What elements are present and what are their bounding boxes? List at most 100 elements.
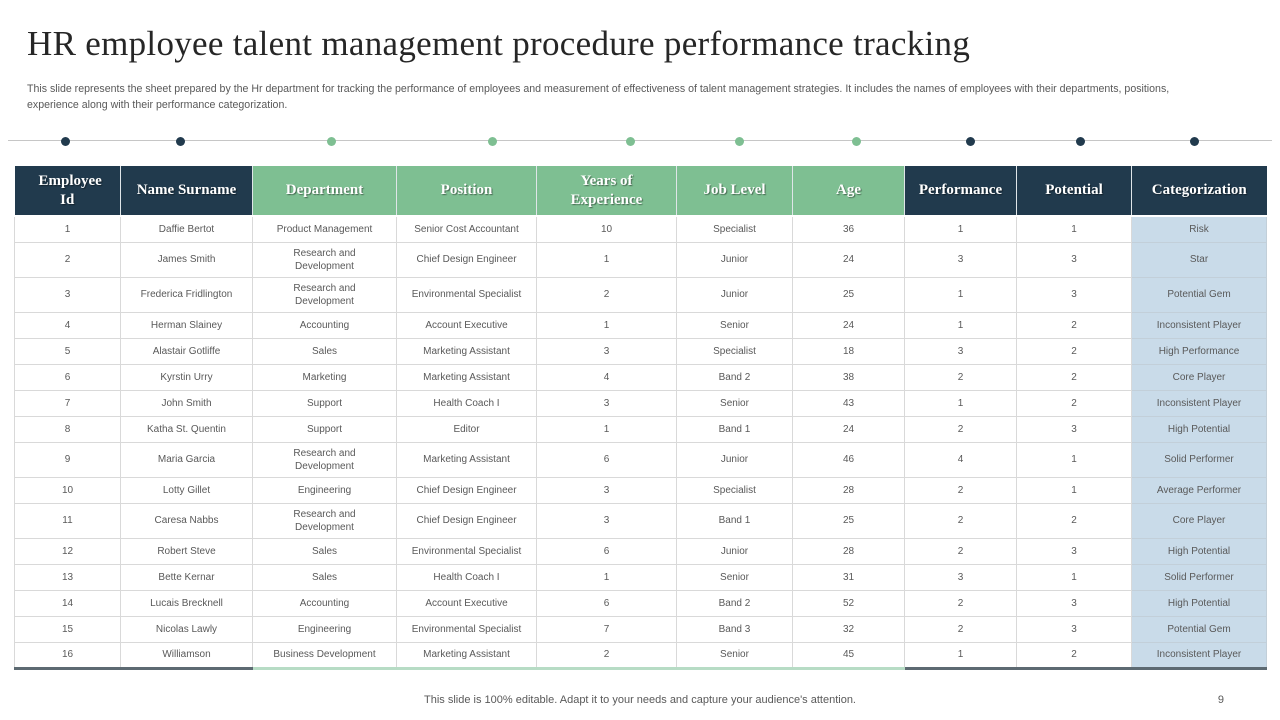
column-header: Department	[252, 166, 397, 217]
table-cell: 3	[1016, 615, 1132, 643]
table-cell: Maria Garcia	[120, 441, 253, 478]
table-cell: Chief Design Engineer	[396, 476, 537, 504]
table-cell: High Potential	[1131, 415, 1267, 443]
table-cell: 28	[792, 537, 905, 565]
table-cell: 3	[536, 502, 677, 539]
table-cell: 46	[792, 441, 905, 478]
table-cell: Band 1	[676, 415, 793, 443]
table-cell: 31	[792, 563, 905, 591]
table-cell: Environmental Specialist	[396, 276, 537, 313]
table-cell: Daffie Bertot	[120, 215, 253, 243]
table-cell: Band 2	[676, 363, 793, 391]
table-cell: 2	[904, 363, 1017, 391]
table-cell: Junior	[676, 241, 793, 278]
table-cell: Inconsistent Player	[1131, 389, 1267, 417]
table-cell: 1	[1016, 563, 1132, 591]
table-cell: Research and Development	[252, 276, 397, 313]
table-cell: 9	[14, 441, 121, 478]
table-cell: 24	[792, 415, 905, 443]
table-cell: Engineering	[252, 615, 397, 643]
divider-dot	[626, 136, 636, 146]
table-cell: 1	[904, 215, 1017, 243]
page-number: 9	[1217, 694, 1224, 706]
table-row: 3 Frederica Fridlington Research and Devel…	[14, 276, 1267, 313]
divider-dot	[326, 136, 336, 146]
table-cell: John Smith	[120, 389, 253, 417]
table-cell: 2	[536, 641, 677, 670]
table-cell: Senior	[676, 641, 793, 670]
table-cell: Specialist	[676, 476, 793, 504]
table-row: 8 Katha St. Quentin Support Editor 1 Band 1 24…	[14, 415, 1267, 443]
table-row: 5 Alastair Gotliffe Sales Marketing Assista…	[14, 337, 1267, 365]
table-cell: Health Coach I	[396, 563, 537, 591]
table-cell: 3	[14, 276, 121, 313]
table-cell: 6	[14, 363, 121, 391]
table-cell: 25	[792, 276, 905, 313]
table-cell: Lotty Gillet	[120, 476, 253, 504]
table-cell: 7	[14, 389, 121, 417]
table-cell: 2	[904, 589, 1017, 617]
table-cell: Senior	[676, 563, 793, 591]
table-cell: 3	[1016, 589, 1132, 617]
divider-dot	[852, 136, 862, 146]
table-cell: 8	[14, 415, 121, 443]
table-row: 1 Daffie Bertot Product Management Senior C…	[14, 215, 1267, 243]
table-cell: Health Coach I	[396, 389, 537, 417]
column-header: Potential	[1016, 166, 1132, 217]
table-cell: Kyrstin Urry	[120, 363, 253, 391]
table-cell: High Potential	[1131, 589, 1267, 617]
divider-dot	[1189, 136, 1199, 146]
table-cell: Herman Slainey	[120, 311, 253, 339]
table-cell: Research and Development	[252, 441, 397, 478]
table-cell: 2	[904, 615, 1017, 643]
table-cell: 15	[14, 615, 121, 643]
table-cell: 5	[14, 337, 121, 365]
table-row: 11 Caresa Nabbs Research and Development Ch…	[14, 502, 1267, 539]
table-cell: 14	[14, 589, 121, 617]
table-cell: Senior Cost Accountant	[396, 215, 537, 243]
table-cell: 2	[904, 415, 1017, 443]
divider-dot	[734, 136, 744, 146]
table-cell: Nicolas Lawly	[120, 615, 253, 643]
table-cell: Accounting	[252, 589, 397, 617]
table-cell: Bette Kernar	[120, 563, 253, 591]
table-cell: Lucais Brecknell	[120, 589, 253, 617]
table-cell: Product Management	[252, 215, 397, 243]
table-cell: Support	[252, 415, 397, 443]
table-cell: Marketing	[252, 363, 397, 391]
table-cell: Junior	[676, 276, 793, 313]
table-cell: 7	[536, 615, 677, 643]
table-cell: 1	[536, 563, 677, 591]
divider-dot	[488, 136, 498, 146]
table-cell: Account Executive	[396, 311, 537, 339]
table-cell: 3	[1016, 241, 1132, 278]
table-cell: Band 1	[676, 502, 793, 539]
table-row: 13 Bette Kernar Sales Health Coach I 1 Senior…	[14, 563, 1267, 591]
table-cell: Alastair Gotliffe	[120, 337, 253, 365]
column-header: Categorization	[1131, 166, 1267, 217]
table-cell: Support	[252, 389, 397, 417]
table-cell: 10	[14, 476, 121, 504]
table-cell: 2	[904, 476, 1017, 504]
table-cell: Robert Steve	[120, 537, 253, 565]
table-cell: 13	[14, 563, 121, 591]
divider-dot	[176, 136, 186, 146]
table-cell: Specialist	[676, 337, 793, 365]
table-cell: Risk	[1131, 215, 1267, 243]
slide-subtitle: This slide represents the sheet prepared…	[27, 83, 1170, 111]
table-row: 9 Maria Garcia Research and Development Mar…	[14, 441, 1267, 478]
table-cell: 32	[792, 615, 905, 643]
table-cell: Senior	[676, 311, 793, 339]
divider-dot	[966, 136, 976, 146]
table-cell: 3	[1016, 537, 1132, 565]
table-cell: Williamson	[120, 641, 253, 670]
table-cell: 3	[904, 241, 1017, 278]
table-cell: Accounting	[252, 311, 397, 339]
table-row: 10 Lotty Gillet Engineering Chief Design En…	[14, 476, 1267, 504]
table-cell: 10	[536, 215, 677, 243]
table-cell: Band 2	[676, 589, 793, 617]
table-cell: Business Development	[252, 641, 397, 670]
table-cell: James Smith	[120, 241, 253, 278]
column-header: Position	[396, 166, 537, 217]
